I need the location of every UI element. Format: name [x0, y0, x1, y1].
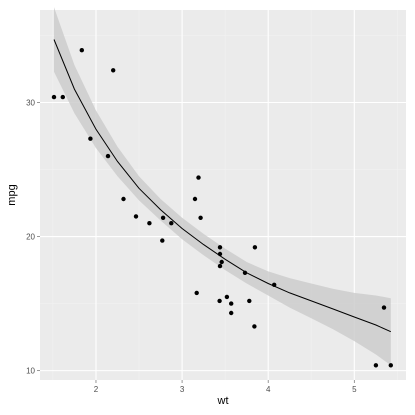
- data-point: [111, 68, 116, 73]
- data-point: [373, 363, 379, 368]
- data-point: [247, 298, 252, 304]
- confidence-ribbon-layer: [54, 7, 391, 366]
- data-point: [217, 298, 222, 304]
- data-point: [79, 48, 85, 53]
- data-point: [169, 221, 174, 226]
- y-axis-title: mpg: [6, 184, 18, 205]
- x-tick-label: 3: [180, 385, 185, 394]
- x-tick-label: 2: [94, 385, 99, 394]
- y-tick-label: 30: [26, 99, 35, 108]
- data-point: [147, 221, 152, 226]
- x-tick-label: 4: [266, 385, 271, 394]
- data-point: [229, 310, 234, 316]
- data-point: [194, 290, 199, 296]
- data-point: [51, 94, 57, 100]
- data-point: [217, 251, 223, 257]
- y-axis-ticks: 10 20 30: [26, 99, 40, 376]
- data-point: [252, 324, 257, 329]
- data-point: [272, 282, 277, 287]
- data-point: [224, 294, 230, 300]
- data-point: [60, 94, 65, 100]
- data-point: [88, 136, 93, 141]
- data-point: [160, 215, 166, 220]
- data-point: [121, 196, 126, 202]
- x-tick-label: 5: [352, 385, 357, 394]
- data-point: [219, 259, 224, 265]
- smooth-line-layer: [53, 39, 392, 333]
- smooth-line: [53, 39, 392, 333]
- data-point: [196, 175, 201, 180]
- data-points-layer: [51, 48, 393, 368]
- data-point: [133, 214, 139, 219]
- data-point: [242, 270, 248, 275]
- data-point: [198, 215, 203, 220]
- y-tick-label: 20: [26, 233, 35, 242]
- x-axis-title: wt: [217, 395, 229, 407]
- data-point: [381, 305, 387, 310]
- data-point: [192, 196, 198, 202]
- confidence-ribbon: [54, 7, 391, 366]
- data-point: [105, 153, 111, 159]
- data-point: [252, 245, 258, 250]
- data-point: [229, 301, 234, 306]
- data-point: [217, 245, 223, 250]
- data-point: [217, 263, 223, 269]
- data-point: [160, 238, 165, 243]
- x-axis-ticks: 2 3 4 5: [94, 380, 357, 394]
- y-tick-label: 10: [26, 367, 35, 376]
- data-point: [388, 363, 393, 368]
